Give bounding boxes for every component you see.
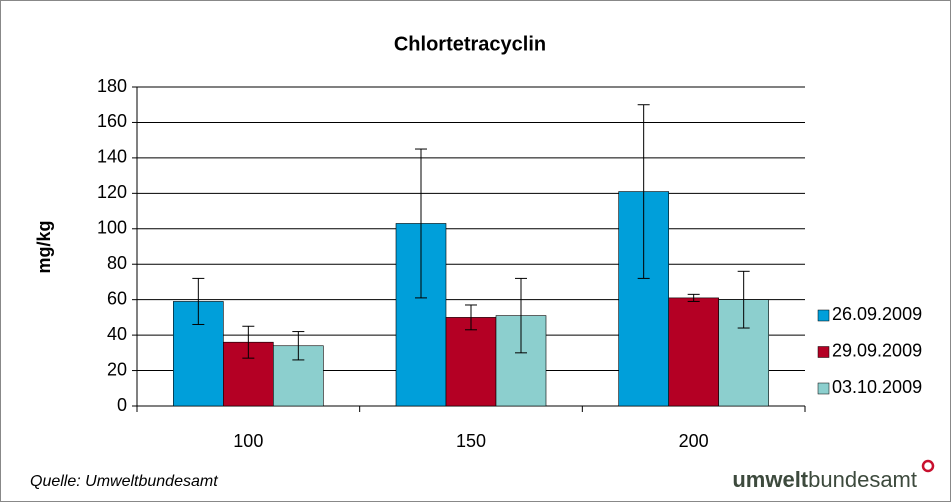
y-tick-label: 100 xyxy=(97,218,127,238)
y-tick-label: 80 xyxy=(107,253,127,273)
y-tick-label: 140 xyxy=(97,147,127,167)
bar xyxy=(668,297,719,407)
y-tick-label: 60 xyxy=(107,288,127,308)
chart-title: Chlortetracyclin xyxy=(394,33,546,55)
x-tick-label: 150 xyxy=(456,431,486,451)
source-note: Quelle: Umweltbundesamt xyxy=(30,473,218,490)
legend-swatch xyxy=(817,382,830,395)
legend-label: 26.09.2009 xyxy=(832,304,922,324)
y-tick-label: 40 xyxy=(107,324,127,344)
bar xyxy=(223,341,274,407)
legend-swatch xyxy=(817,346,830,358)
legend-label: 03.10.2009 xyxy=(832,377,922,397)
y-tick-label: 120 xyxy=(97,182,127,202)
y-tick-label: 20 xyxy=(107,359,127,379)
logo-bold: umwelt xyxy=(732,467,808,492)
logo-icon xyxy=(921,459,935,473)
legend-swatch xyxy=(817,309,830,322)
y-tick-label: 160 xyxy=(97,111,127,131)
y-axis-label: mg/kg xyxy=(34,220,54,273)
y-tick-label: 0 xyxy=(117,395,127,415)
logo: umweltbundesamt xyxy=(732,467,917,492)
x-tick-label: 100 xyxy=(233,431,263,451)
x-tick-label: 200 xyxy=(679,431,709,451)
bar xyxy=(445,317,497,407)
logo-regular: bundesamt xyxy=(808,467,917,492)
legend-label: 29.09.2009 xyxy=(832,340,922,360)
y-tick-label: 180 xyxy=(97,76,127,96)
